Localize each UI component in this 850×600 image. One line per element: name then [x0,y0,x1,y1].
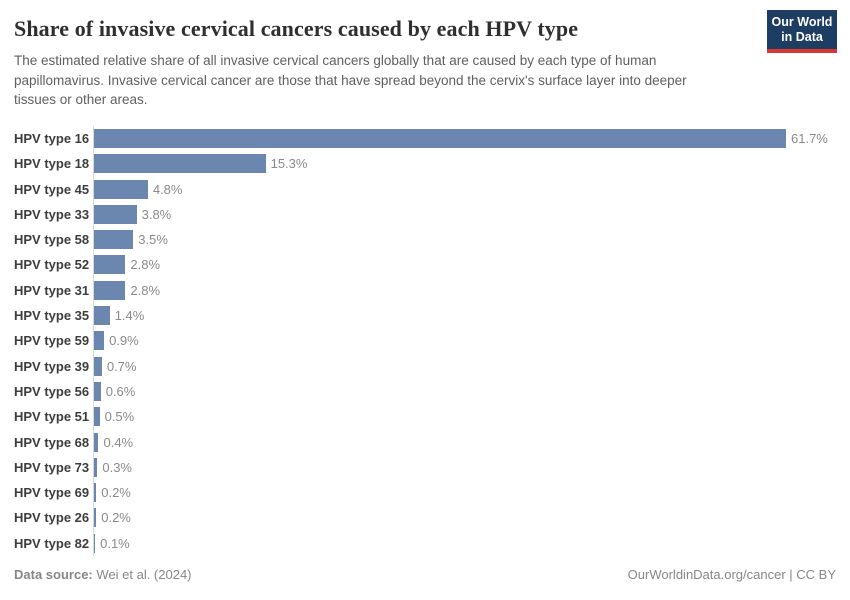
bar[interactable] [94,356,102,376]
bar-track: 1.4% [93,302,836,329]
bar-label: HPV type 59 [14,333,90,349]
bar-label: HPV type 68 [14,434,90,450]
bar-value: 0.4% [103,434,134,450]
bar-row: HPV type 39 0.7% [14,353,836,379]
bar-row: HPV type 35 1.4% [14,302,836,329]
chart-header: Share of invasive cervical cancers cause… [14,10,837,109]
bar-track: 2.8% [93,252,836,278]
bar-value: 1.4% [114,308,145,324]
bar-value: 0.6% [105,383,136,399]
bar-track: 0.4% [93,429,836,455]
bar-value: 0.3% [102,459,132,475]
bar-value: 0.2% [101,485,131,501]
bar-track: 0.7% [93,353,836,379]
bar[interactable] [94,407,100,427]
bar-track: 3.5% [93,227,836,253]
bar[interactable] [94,230,134,250]
bar[interactable] [94,129,786,148]
bar-row: HPV type 52 2.8% [14,252,836,278]
bar-label: HPV type 35 [14,308,90,324]
bar-row: HPV type 31 2.8% [14,277,836,303]
data-source-label: Data source: [14,567,93,582]
bar-label: HPV type 51 [14,409,90,425]
bar-value: 2.8% [130,257,161,273]
bar-label: HPV type 39 [14,358,90,374]
bar-label: HPV type 73 [14,459,90,475]
owid-logo-line1: Our World [771,14,833,29]
bar[interactable] [94,154,266,174]
bar[interactable] [94,179,148,199]
bar-value: 0.9% [109,333,139,349]
bar-track: 2.8% [93,277,836,303]
bar-track: 0.6% [93,378,836,405]
bar[interactable] [94,331,105,351]
bar-row: HPV type 18 15.3% [14,151,836,177]
owid-logo: Our World in Data [767,10,837,53]
bar[interactable] [94,457,98,477]
bar-track: 0.3% [93,454,836,481]
bar-chart: HPV type 16 61.7% HPV type 18 15.3% HPV … [14,125,836,556]
page-title: Share of invasive cervical cancers cause… [14,16,579,41]
bar[interactable] [94,381,101,401]
bar-label: HPV type 69 [14,485,90,501]
bar-row: HPV type 33 3.8% [14,201,836,228]
bar-track: 0.5% [93,404,836,430]
bar-value: 0.5% [104,409,135,425]
bar-track: 3.8% [93,201,836,228]
bar-row: HPV type 59 0.9% [14,328,836,354]
bar-track: 4.8% [93,176,836,202]
bar-track: 0.2% [93,480,836,506]
bar-value: 4.8% [152,181,183,197]
bar[interactable] [94,508,97,528]
bar-label: HPV type 52 [14,257,90,273]
bar-label: HPV type 31 [14,282,90,298]
bar-label: HPV type 45 [14,181,90,197]
bar-label: HPV type 18 [14,156,90,172]
bar-value: 2.8% [130,282,161,298]
bar-track: 15.3% [93,151,836,177]
bar-row: HPV type 58 3.5% [14,227,836,253]
owid-logo-line2: in Data [781,29,823,44]
bar-row: HPV type 45 4.8% [14,176,836,202]
bar[interactable] [94,280,126,300]
bar-track: 0.1% [93,530,836,556]
bar-value: 3.8% [141,206,172,222]
bar-track: 61.7% [93,125,836,152]
bar-row: HPV type 82 0.1% [14,530,836,556]
bar-row: HPV type 26 0.2% [14,505,836,531]
bar[interactable] [94,533,96,553]
bar-label: HPV type 26 [14,510,90,526]
bar-row: HPV type 51 0.5% [14,404,836,430]
bar-row: HPV type 16 61.7% [14,125,836,152]
bar-row: HPV type 69 0.2% [14,480,836,506]
bar-value: 3.5% [138,232,168,248]
chart-footer: Data source: Wei et al. (2024) OurWorldi… [14,567,836,586]
chart-subtitle: The estimated relative share of all inva… [14,53,687,107]
bar-label: HPV type 33 [14,206,90,222]
data-source-value: Wei et al. (2024) [96,567,192,582]
bar-value: 0.2% [101,510,131,526]
bar[interactable] [94,255,126,275]
bar-track: 0.9% [93,328,836,354]
bar[interactable] [94,432,99,452]
bar-row: HPV type 56 0.6% [14,378,836,405]
bar-row: HPV type 73 0.3% [14,454,836,481]
bar[interactable] [94,483,97,503]
bar-row: HPV type 68 0.4% [14,429,836,455]
credit-line: OurWorldinData.org/cancer | CC BY [627,567,836,582]
data-source: Data source: Wei et al. (2024) [14,567,192,582]
bar-label: HPV type 16 [14,131,90,146]
bar-value: 0.7% [106,358,137,374]
bar-value: 0.1% [100,535,130,551]
bar-value: 61.7% [791,131,828,146]
bar[interactable] [94,204,137,224]
bar-label: HPV type 82 [14,535,90,551]
bar-track: 0.2% [93,505,836,531]
bar-value: 15.3% [270,156,308,172]
bar-label: HPV type 56 [14,383,90,399]
bar-label: HPV type 58 [14,232,90,248]
bar[interactable] [94,306,110,326]
